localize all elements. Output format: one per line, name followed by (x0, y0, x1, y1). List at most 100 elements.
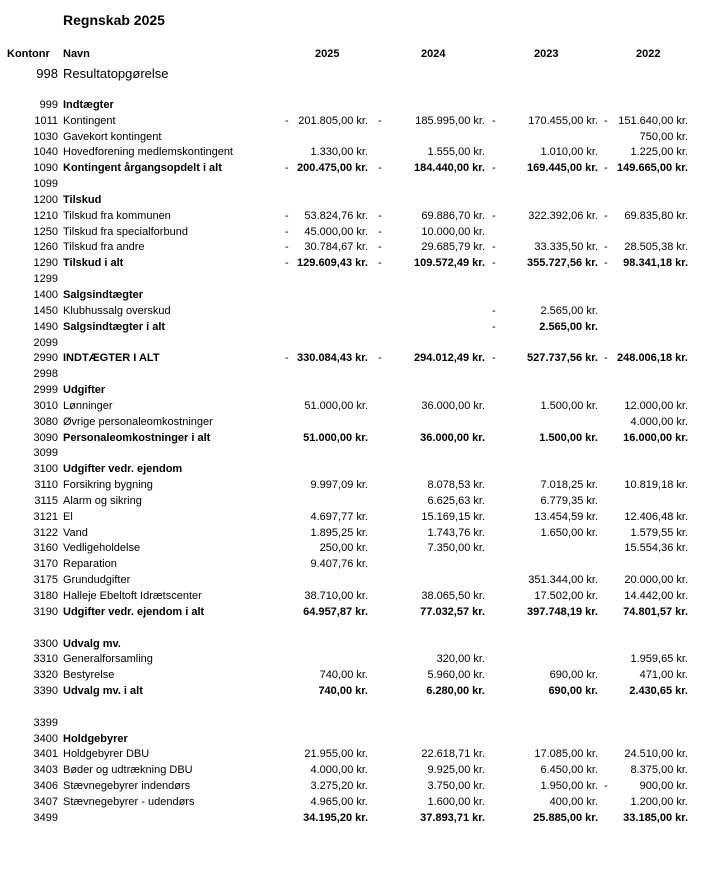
amount-2024: 77.032,57 kr. (420, 605, 485, 618)
amount-2024: 1.555,00 kr. (427, 146, 486, 159)
table-row: 2999 Udgifter (0, 383, 702, 399)
table-row: 3090 Personaleomkostninger i alt 51.000,00… (0, 431, 702, 447)
amount-2022: 900,00 kr. (639, 780, 688, 793)
amount-2022: 20.000,00 kr. (624, 574, 688, 587)
amount-2025: 201.805,00 kr. (298, 114, 368, 127)
table-row: 3010 Lønninger 51.000,00 kr. 36.000,00 kr. 1… (0, 399, 702, 415)
amount-2023: 13.454,59 kr. (534, 510, 598, 523)
amount-2023: 1.010,00 kr. (540, 146, 599, 159)
account-number: 1030 (33, 130, 58, 143)
account-number: 998 (36, 66, 58, 81)
account-name: Gavekort kontingent (63, 130, 162, 143)
amount-2023: 17.085,00 kr. (534, 748, 598, 761)
table-row: 1490 Salgsindtægter i alt - 2.565,00 kr. (0, 320, 702, 336)
account-name: Udvalg mv. i alt (63, 685, 143, 698)
amount-2024: 1.600,00 kr. (427, 795, 486, 808)
table-row: 1090 Kontingent årgangsopdelt i alt - 200.4… (0, 161, 702, 177)
account-number: 3121 (33, 510, 58, 523)
table-row: 1299 (0, 272, 702, 288)
amount-2023: 17.502,00 kr. (534, 590, 598, 602)
negative-sign: - (604, 257, 608, 270)
account-name: Tilskud i alt (63, 257, 124, 270)
amount-2022: 750,00 kr. (639, 130, 688, 143)
amount-2025: 3.275,20 kr. (310, 780, 369, 793)
account-name: Personaleomkostninger i alt (63, 431, 211, 444)
account-number: 2990 (33, 352, 58, 365)
negative-sign: - (378, 241, 382, 254)
header-year-2022: 2022 (636, 48, 661, 60)
account-number: 3115 (34, 494, 58, 507)
table-row: 3099 (0, 446, 702, 462)
table-row: 3175 Grundudgifter 351.344,00 kr. 20.000,00… (0, 573, 702, 589)
amount-2025: 200.475,00 kr. (297, 162, 368, 175)
negative-sign: - (604, 114, 608, 127)
amount-2025: 9.407,76 kr. (310, 558, 369, 571)
account-name: Kontingent årgangsopdelt i alt (63, 162, 222, 175)
ledger-table: 998 Resultatopgørelse 999 Indtægter 1011 Kont… (0, 65, 702, 827)
account-name: Vand (63, 526, 88, 539)
account-name: Tilskud fra specialforbund (63, 225, 188, 238)
amount-2023: 6.779,35 kr. (540, 494, 599, 507)
account-number: 3407 (33, 795, 58, 808)
account-name: Holdgebyrer (63, 732, 128, 745)
account-number: 3399 (33, 716, 58, 729)
account-number: 3400 (33, 732, 58, 745)
amount-2023: 690,00 kr. (549, 669, 598, 682)
negative-sign: - (604, 162, 608, 175)
table-row: 1011 Kontingent -201.805,00 kr. -185.995,00… (0, 114, 702, 130)
table-row: 1030 Gavekort kontingent 750,00 kr. (0, 130, 702, 146)
negative-sign: - (285, 352, 289, 365)
amount-2023: 169.445,00 kr. (527, 162, 598, 175)
table-row: 1400 Salgsindtægter (0, 288, 702, 304)
account-number: 1090 (33, 162, 58, 175)
amount-2025: 4.965,00 kr. (310, 795, 369, 808)
amount-2025: 4.000,00 kr. (310, 764, 369, 777)
amount-2023: 690,00 kr. (548, 685, 598, 698)
header-year-2025: 2025 (315, 48, 340, 60)
account-number: 3110 (34, 479, 58, 492)
negative-sign: - (492, 320, 496, 333)
account-number: 2099 (33, 336, 58, 349)
account-number: 3320 (33, 669, 58, 682)
negative-sign: - (492, 114, 496, 127)
amount-2024: 294.012,49 kr. (414, 352, 485, 365)
amount-2024: 6.280,00 kr. (426, 685, 485, 698)
header-kontonr: Kontonr (7, 48, 50, 60)
table-row: 3406 Stævnegebyrer indendørs 3.275,20 kr. 3… (0, 779, 702, 795)
account-number: 1490 (33, 320, 58, 333)
negative-sign: - (492, 352, 496, 365)
amount-2023: 2.565,00 kr. (540, 304, 599, 317)
negative-sign: - (378, 257, 382, 270)
amount-2022: 1.225,00 kr. (630, 146, 689, 159)
amount-2022: 1.959,65 kr. (630, 653, 689, 666)
amount-2022: 8.375,00 kr. (630, 764, 689, 777)
table-row: 1200 Tilskud (0, 193, 702, 209)
account-number: 1099 (33, 178, 58, 191)
account-number: 3090 (33, 431, 58, 444)
amount-2025: 21.955,00 kr. (304, 748, 368, 761)
amount-2024: 15.169,15 kr. (421, 510, 485, 523)
negative-sign: - (285, 241, 289, 254)
amount-2022: 28.505,38 kr. (624, 241, 688, 254)
amount-2025: 250,00 kr. (319, 542, 368, 555)
table-row: 1450 Klubhussalg overskud - 2.565,00 kr. (0, 304, 702, 320)
amount-2023: 1.500,00 kr. (540, 399, 599, 412)
amount-2024: 9.925,00 kr. (427, 764, 486, 777)
account-name: Alarm og sikring (63, 494, 142, 507)
table-row: 3310 Generalforsamling 320,00 kr. 1.959,65 … (0, 652, 702, 668)
table-row: 3407 Stævnegebyrer - udendørs 4.965,00 kr.… (0, 795, 702, 811)
account-number: 3406 (33, 780, 58, 793)
amount-2022: 15.554,36 kr. (624, 542, 688, 555)
amount-2025: 53.824,76 kr. (304, 209, 368, 222)
amount-2025: 64.957,87 kr. (303, 605, 368, 618)
account-name: Bestyrelse (63, 669, 115, 682)
blank-row (0, 82, 702, 98)
account-number: 3300 (33, 637, 58, 650)
amount-2024: 36.000,00 kr. (421, 399, 485, 412)
table-row: 3121 El 4.697,77 kr. 15.169,15 kr. 13.454,59… (0, 510, 702, 526)
header-year-2024: 2024 (421, 48, 446, 60)
amount-2023: 527.737,56 kr. (527, 352, 598, 365)
table-row: 2990 INDTÆGTER I ALT -330.084,43 kr. -294.0… (0, 351, 702, 367)
negative-sign: - (604, 241, 608, 254)
amount-2024: 109.572,49 kr. (414, 257, 485, 270)
